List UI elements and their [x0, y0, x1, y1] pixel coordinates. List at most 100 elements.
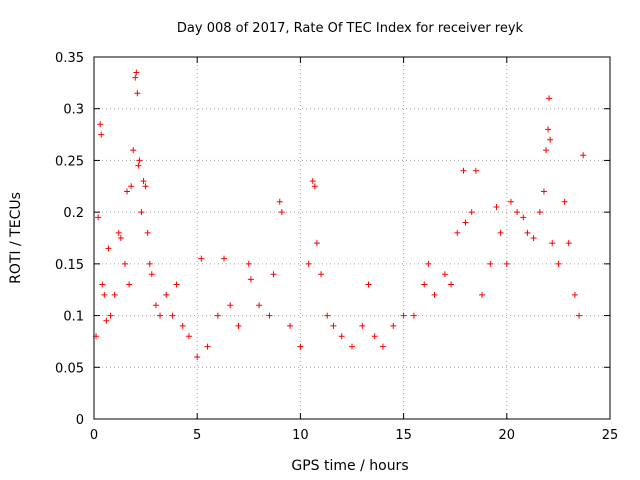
data-point: [157, 312, 164, 319]
data-point: [555, 260, 562, 267]
data-point: [524, 229, 531, 236]
data-point: [503, 260, 510, 267]
data-point: [173, 281, 180, 288]
data-point: [117, 235, 124, 241]
data-point: [371, 333, 378, 340]
data-point: [124, 188, 131, 195]
data-point: [305, 260, 312, 267]
data-point: [214, 312, 221, 319]
data-point: [441, 271, 448, 278]
data-point: [204, 343, 211, 350]
data-point: [338, 333, 345, 340]
data-point: [576, 312, 583, 319]
data-point: [454, 229, 461, 236]
data-point: [101, 291, 108, 298]
data-point: [130, 147, 137, 154]
data-point: [431, 291, 438, 298]
data-point: [278, 209, 285, 216]
data-point: [235, 322, 242, 329]
data-point: [543, 147, 550, 154]
y-tick-label: 0: [76, 413, 84, 428]
data-point: [287, 322, 294, 329]
data-point: [571, 291, 578, 298]
data-point: [107, 312, 114, 319]
y-tick-labels: 0 0.05 0.1 0.15 0.2 0.25 0.3 0.35: [55, 51, 84, 428]
data-point: [313, 240, 320, 247]
data-point: [545, 126, 552, 133]
data-point: [126, 281, 133, 288]
data-point: [297, 343, 304, 350]
data-point: [198, 255, 205, 262]
data-point: [132, 74, 139, 81]
data-point: [487, 260, 494, 267]
data-point: [138, 209, 145, 216]
data-point: [324, 312, 331, 319]
data-point: [247, 276, 254, 283]
data-point: [245, 260, 252, 267]
data-point: [479, 291, 486, 298]
x-tick-label: 0: [90, 428, 98, 443]
data-point: [472, 167, 479, 174]
data-point: [309, 178, 316, 185]
data-point: [349, 343, 355, 350]
data-point: [169, 312, 176, 319]
data-point: [410, 312, 417, 319]
y-tick-label: 0.15: [55, 258, 84, 273]
data-point: [146, 260, 153, 267]
data-point: [400, 312, 407, 319]
data-point: [514, 209, 521, 216]
data-point: [421, 281, 428, 288]
y-tick-label: 0.35: [55, 51, 84, 66]
y-tick-label: 0.3: [63, 103, 84, 118]
data-point: [561, 198, 568, 205]
data-point: [128, 183, 135, 190]
data-points: [93, 69, 587, 360]
data-point: [140, 178, 147, 185]
data-point: [163, 291, 170, 298]
y-tick-label: 0.1: [63, 310, 84, 325]
data-point: [115, 229, 122, 236]
data-point: [136, 157, 143, 164]
data-point: [227, 302, 234, 309]
data-point: [546, 95, 553, 102]
data-point: [507, 198, 514, 205]
grid: [94, 57, 610, 419]
x-tick-label: 20: [499, 428, 516, 443]
data-point: [379, 343, 386, 350]
y-tick-label: 0.25: [55, 154, 84, 169]
data-point: [103, 317, 110, 324]
data-point: [97, 121, 104, 128]
data-point: [270, 271, 277, 278]
data-point: [133, 69, 140, 76]
data-point: [311, 183, 318, 190]
data-point: [497, 229, 504, 236]
data-point: [493, 203, 500, 210]
data-point: [256, 302, 263, 309]
y-tick-label: 0.2: [63, 206, 84, 221]
data-point: [468, 209, 475, 216]
data-point: [540, 188, 547, 195]
data-point: [549, 240, 556, 247]
y-tick-label: 0.05: [55, 361, 84, 376]
data-point: [148, 271, 155, 278]
data-point: [330, 322, 337, 329]
data-point: [318, 271, 325, 278]
data-point: [390, 322, 397, 329]
data-point: [152, 302, 159, 309]
data-point: [580, 152, 587, 159]
data-point: [179, 322, 186, 329]
data-point: [99, 281, 106, 288]
chart-title: Day 008 of 2017, Rate Of TEC Index for r…: [177, 21, 524, 36]
data-point: [565, 240, 572, 247]
x-tick-labels: 0 5 10 15 20 25: [90, 428, 618, 443]
data-point: [530, 235, 537, 241]
data-point: [134, 90, 141, 97]
x-tick-label: 5: [193, 428, 201, 443]
data-point: [266, 312, 273, 319]
data-point: [121, 260, 128, 267]
plot-frame: [93, 56, 611, 420]
data-point: [448, 281, 455, 288]
axis-ticks: [93, 56, 611, 420]
data-point: [425, 260, 432, 267]
